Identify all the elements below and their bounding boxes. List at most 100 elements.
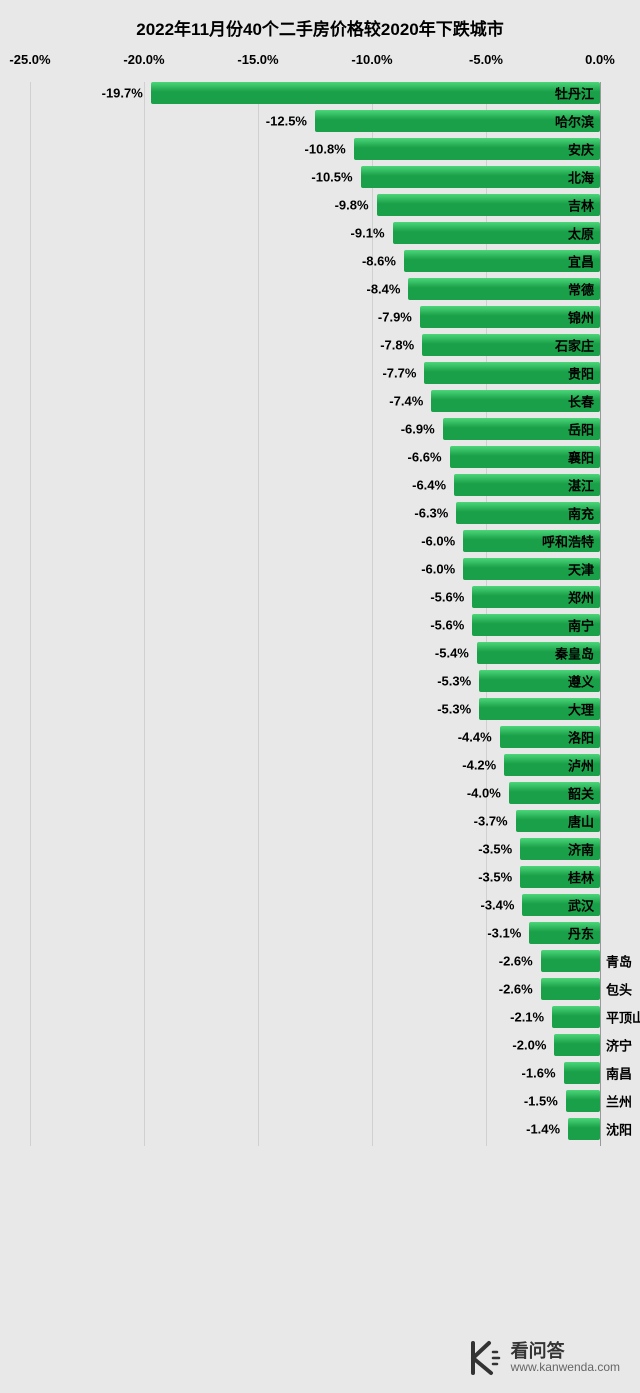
bar-row: -2.1%平顶山 (10, 1006, 630, 1028)
bar-value-label: -5.3% (437, 702, 479, 717)
bar-category-label: 大理 (568, 700, 594, 719)
bar-row: -1.6% 南昌 (10, 1062, 630, 1084)
bar-row: -5.4% 秦皇岛 (10, 642, 630, 664)
chart-bar (354, 138, 600, 160)
bar-row: -6.9%岳阳 (10, 418, 630, 440)
bar-value-label: -19.7% (102, 86, 151, 101)
bar-category-label: 贵阳 (568, 364, 594, 383)
bar-category-label: 宜昌 (568, 252, 594, 271)
bar-value-label: -5.6% (430, 590, 472, 605)
bar-value-label: -9.8% (335, 198, 377, 213)
bar-category-label: 常德 (568, 280, 594, 299)
bar-row: -1.5% 兰州 (10, 1090, 630, 1112)
x-axis-tick-label: -20.0% (123, 52, 164, 67)
bar-value-label: -6.0% (421, 562, 463, 577)
bar-row: -1.4%沈阳 (10, 1118, 630, 1140)
watermark-url: www.kanwenda.com (511, 1361, 620, 1374)
bar-row: -3.7% 唐山 (10, 810, 630, 832)
bar-row: -9.8% 吉林 (10, 194, 630, 216)
bar-row: -5.3%遵义 (10, 670, 630, 692)
bar-row: -7.8% 石家庄 (10, 334, 630, 356)
bar-row: -6.0% 呼和浩特 (10, 530, 630, 552)
bar-value-label: -6.9% (401, 422, 443, 437)
bar-value-label: -7.8% (380, 338, 422, 353)
bar-value-label: -12.5% (266, 114, 315, 129)
bar-category-label: 洛阳 (568, 728, 594, 747)
bar-row: -2.6%包头 (10, 978, 630, 1000)
chart-bar (361, 166, 600, 188)
bar-category-label: 牡丹江 (555, 84, 594, 103)
bar-category-label: 石家庄 (555, 336, 594, 355)
bar-value-label: -7.4% (389, 394, 431, 409)
bar-row: -19.7% 牡丹江 (10, 82, 630, 104)
bar-category-label: 桂林 (568, 868, 594, 887)
watermark-chinese: 看问答 (511, 1342, 620, 1362)
x-axis-tick-label: -25.0% (9, 52, 50, 67)
bar-category-label: 包头 (600, 980, 632, 999)
bar-category-label: 南充 (568, 504, 594, 523)
bar-row: -8.6%宜昌 (10, 250, 630, 272)
bar-value-label: -1.5% (524, 1094, 566, 1109)
x-axis-tick-label: -5.0% (469, 52, 503, 67)
watermark: 看问答 www.kanwenda.com (465, 1338, 620, 1378)
bar-category-label: 韶关 (568, 784, 594, 803)
bar-row: -4.0% 韶关 (10, 782, 630, 804)
bar-row: -5.6%南宁 (10, 614, 630, 636)
bar-category-label: 哈尔滨 (555, 112, 594, 131)
bar-value-label: -7.7% (382, 366, 424, 381)
bar-value-label: -4.0% (467, 786, 509, 801)
bar-category-label: 长春 (568, 392, 594, 411)
bar-value-label: -5.4% (435, 646, 477, 661)
chart-bar (552, 1006, 600, 1028)
bar-category-label: 吉林 (568, 196, 594, 215)
bar-row: -5.6% 郑州 (10, 586, 630, 608)
chart-bar (554, 1034, 600, 1056)
x-axis-tick-label: -15.0% (237, 52, 278, 67)
bar-value-label: -6.0% (421, 534, 463, 549)
bar-row: -6.0%天津 (10, 558, 630, 580)
bar-row: -6.4%湛江 (10, 474, 630, 496)
x-axis: -25.0%-20.0%-15.0%-10.0%-5.0%0.0% (10, 52, 630, 72)
chart-container: 2022年11月份40个二手房价格较2020年下跌城市 -25.0%-20.0%… (0, 0, 640, 1156)
bar-value-label: -4.2% (462, 758, 504, 773)
bar-category-label: 安庆 (568, 140, 594, 159)
bar-row: -3.5% 桂林 (10, 866, 630, 888)
bar-row: -4.2%泸州 (10, 754, 630, 776)
chart-bar (568, 1118, 600, 1140)
bar-value-label: -3.7% (474, 814, 516, 829)
chart-bar (151, 82, 600, 104)
plot-area: -19.7% 牡丹江 -12.5% 哈尔滨 -10.8% 安庆 -10.5% 北海 -9.8% 吉… (10, 82, 630, 1146)
bar-value-label: -6.6% (408, 450, 450, 465)
bar-value-label: -2.6% (499, 954, 541, 969)
bar-row: -8.4%常德 (10, 278, 630, 300)
bar-category-label: 北海 (568, 168, 594, 187)
bar-category-label: 济宁 (600, 1036, 632, 1055)
bar-value-label: -3.1% (487, 926, 529, 941)
bar-category-label: 南昌 (600, 1064, 632, 1083)
bar-row: -9.1%太原 (10, 222, 630, 244)
bar-value-label: -10.5% (311, 170, 360, 185)
chart-bar (541, 978, 600, 1000)
bar-row: -7.4% 长春 (10, 390, 630, 412)
bar-category-label: 遵义 (568, 672, 594, 691)
bar-value-label: -1.6% (522, 1066, 564, 1081)
bar-category-label: 郑州 (568, 588, 594, 607)
bar-category-label: 济南 (568, 840, 594, 859)
watermark-k-icon (465, 1338, 505, 1378)
chart-bar (564, 1062, 600, 1084)
bar-row: -6.3%南充 (10, 502, 630, 524)
bar-category-label: 呼和浩特 (542, 532, 594, 551)
bar-row: -2.6%青岛 (10, 950, 630, 972)
bar-category-label: 丹东 (568, 924, 594, 943)
bar-row: -12.5% 哈尔滨 (10, 110, 630, 132)
bar-category-label: 唐山 (568, 812, 594, 831)
bar-row: -3.5% 济南 (10, 838, 630, 860)
bar-category-label: 秦皇岛 (555, 644, 594, 663)
chart-bar (377, 194, 600, 216)
bar-value-label: -10.8% (305, 142, 354, 157)
bar-value-label: -3.5% (478, 870, 520, 885)
bar-value-label: -3.5% (478, 842, 520, 857)
bar-category-label: 兰州 (600, 1092, 632, 1111)
x-axis-tick-label: 0.0% (585, 52, 615, 67)
bar-category-label: 锦州 (568, 308, 594, 327)
